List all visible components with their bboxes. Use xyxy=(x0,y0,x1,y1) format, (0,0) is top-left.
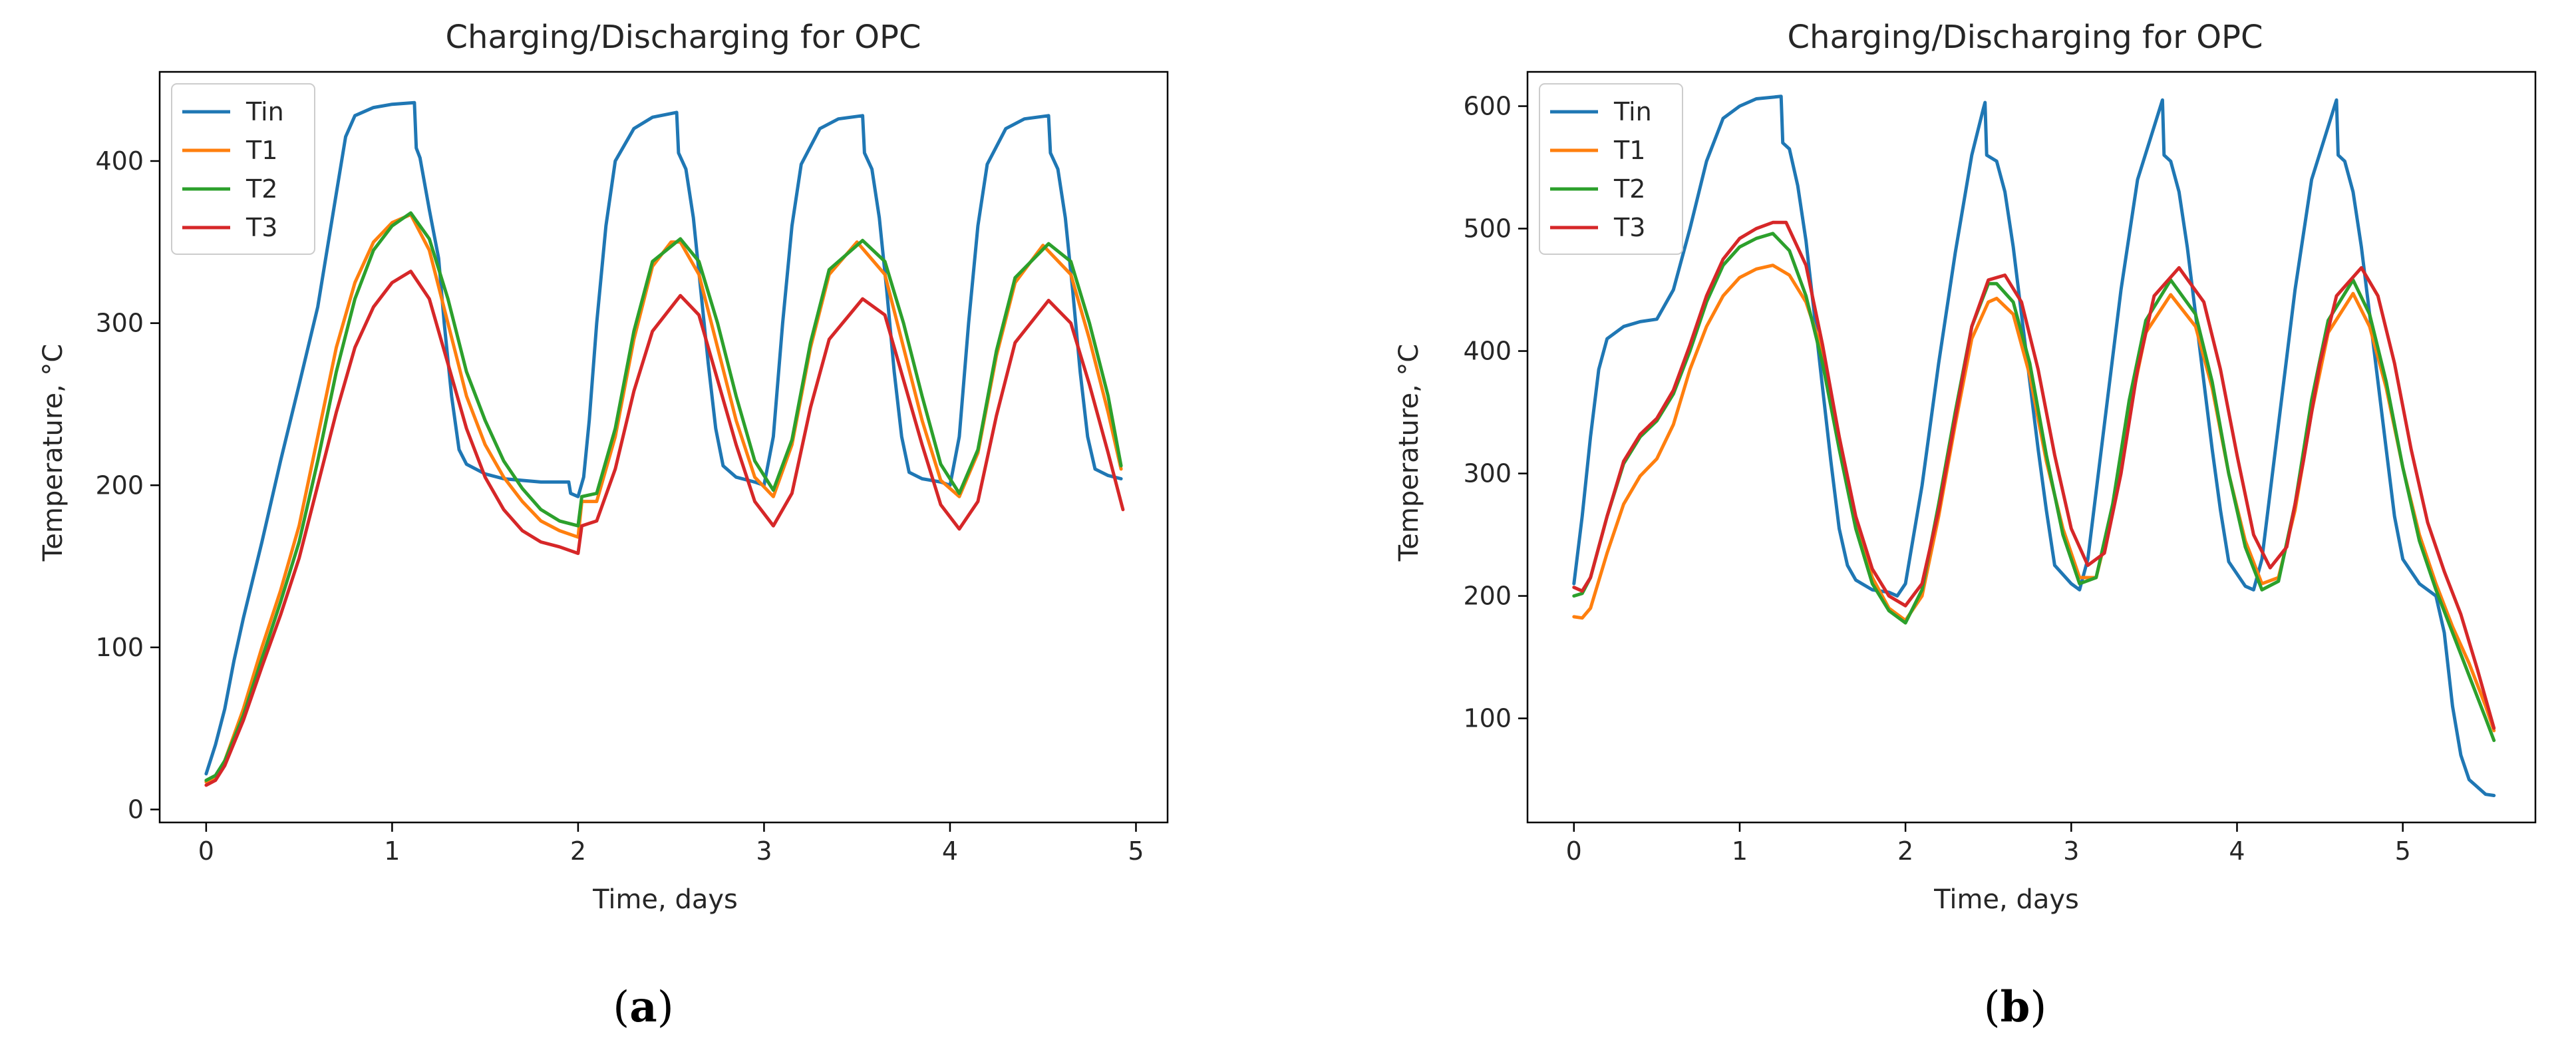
chart-b-xlabel: Time, days xyxy=(1933,884,2079,915)
chart-a-title: Charging/Discharging for OPC xyxy=(446,19,921,56)
chart-a-series-t1-line xyxy=(204,212,1123,784)
chart-b-xtick-label-4: 4 xyxy=(2229,836,2245,866)
chart-b-xtick-label-0: 0 xyxy=(1566,836,1582,866)
chart-b-ytick-label-1: 200 xyxy=(1463,582,1512,611)
chart-b-xtick-label-5: 5 xyxy=(2395,836,2411,866)
chart-b-series-t1-line xyxy=(1572,264,2496,733)
chart-b-ylabel: Temperature, °C xyxy=(1394,344,1424,562)
chart-b-xtick-label-2: 2 xyxy=(1897,836,1913,866)
chart-b-legend-label-t3: T3 xyxy=(1613,213,1645,242)
chart-a-caption: (a) xyxy=(613,982,673,1032)
chart-a-xlabel: Time, days xyxy=(592,884,738,915)
chart-b-series-tin-line xyxy=(1572,94,2496,797)
chart-a-ytick-label-0: 0 xyxy=(128,795,144,824)
chart-b-svg: Charging/Discharging for OPC Time, days … xyxy=(1394,19,2537,1032)
chart-a-ytick-label-3: 300 xyxy=(95,309,144,338)
chart-a-frame xyxy=(158,71,1169,824)
chart-a-ylabel: Temperature, °C xyxy=(38,344,69,562)
chart-b-ytick-label-4: 500 xyxy=(1463,214,1512,244)
chart-panel-a: Charging/Discharging for OPC Time, days … xyxy=(38,19,1169,1032)
chart-a-xtick-label-0: 0 xyxy=(198,836,214,866)
chart-a-legend: Tin T1 T2 T3 xyxy=(171,83,315,255)
chart-b-xtick-label-3: 3 xyxy=(2063,836,2079,866)
chart-b-legend: Tin T1 T2 T3 xyxy=(1539,83,1683,255)
chart-b-ytick-label-5: 600 xyxy=(1463,92,1512,121)
chart-a-xtick-label-3: 3 xyxy=(756,836,772,866)
chart-b-ytick-label-0: 100 xyxy=(1463,704,1512,733)
chart-a-series-t3-line xyxy=(204,269,1125,787)
chart-a-legend-label-t2: T2 xyxy=(245,174,277,204)
chart-b-xtick-label-1: 1 xyxy=(1732,836,1748,866)
chart-a-series-tin-line xyxy=(204,100,1123,776)
chart-b-legend-label-t1: T1 xyxy=(1613,136,1645,165)
chart-a-legend-box xyxy=(171,83,315,255)
chart-panel-b: Charging/Discharging for OPC Time, days … xyxy=(1288,0,2576,1062)
chart-b-legend-label-tin: Tin xyxy=(1613,97,1652,126)
chart-b-series-t2-line xyxy=(1572,232,2496,743)
chart-b-caption: (b) xyxy=(1984,982,2047,1032)
chart-a-ytick-label-1: 100 xyxy=(95,633,144,662)
chart-a-xtick-label-5: 5 xyxy=(1128,836,1144,866)
chart-a-xtick-label-2: 2 xyxy=(570,836,586,866)
chart-b-title: Charging/Discharging for OPC xyxy=(1788,19,2263,56)
chart-b-legend-box xyxy=(1539,83,1683,255)
chart-b-series-t3-line xyxy=(1572,220,2496,730)
chart-a-svg: Charging/Discharging for OPC Time, days … xyxy=(38,19,1169,1032)
chart-a-xtick-label-4: 4 xyxy=(942,836,958,866)
chart-a-xtick-label-1: 1 xyxy=(384,836,400,866)
chart-a-legend-label-t1: T1 xyxy=(245,136,277,165)
chart-a-ytick-label-2: 200 xyxy=(95,470,144,500)
chart-b-ytick-label-3: 400 xyxy=(1463,337,1512,366)
chart-a-ytick-label-4: 400 xyxy=(95,146,144,176)
chart-b-ytick-label-2: 300 xyxy=(1463,459,1512,488)
chart-a-legend-label-tin: Tin xyxy=(245,97,284,126)
chart-b-frame xyxy=(1526,71,2537,824)
chart-a-series-t2-line xyxy=(204,211,1123,783)
chart-a-legend-label-t3: T3 xyxy=(245,213,277,242)
chart-b-legend-label-t2: T2 xyxy=(1613,174,1645,204)
